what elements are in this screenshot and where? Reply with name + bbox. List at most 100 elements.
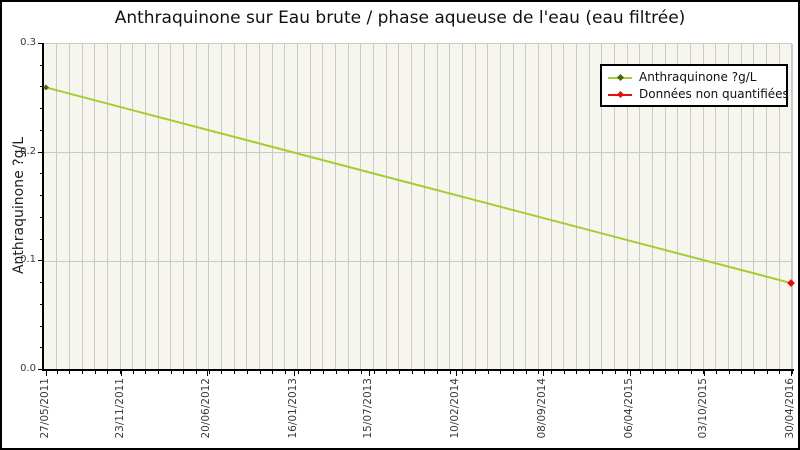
x-gridline (423, 44, 425, 369)
x-gridline (246, 44, 248, 369)
x-tick-label: 20/06/2012 (200, 378, 213, 439)
x-minor-tick (360, 370, 362, 374)
x-gridline (411, 44, 413, 369)
x-gridline (94, 44, 96, 369)
y-major-tick (38, 151, 44, 153)
y-minor-tick (40, 64, 44, 66)
chart-title: Anthraquinone sur Eau brute / phase aque… (114, 8, 686, 28)
x-minor-tick (348, 370, 350, 374)
x-major-tick (207, 370, 209, 376)
x-minor-tick (284, 370, 286, 374)
x-minor-tick (741, 370, 743, 374)
x-minor-tick (779, 370, 781, 374)
y-minor-tick (40, 195, 44, 197)
x-minor-tick (259, 370, 261, 374)
x-minor-tick (677, 370, 679, 374)
y-gridline (44, 152, 791, 154)
x-minor-tick (234, 370, 236, 374)
x-gridline (639, 44, 641, 369)
x-gridline (766, 44, 768, 369)
x-minor-tick (601, 370, 603, 374)
x-minor-tick (246, 370, 248, 374)
x-minor-tick (690, 370, 692, 374)
legend-item-non-quantifiees: Données non quantifiées (608, 86, 789, 102)
x-gridline (259, 44, 261, 369)
x-axis-spine (42, 369, 794, 371)
x-minor-tick (424, 370, 426, 374)
y-minor-tick (40, 303, 44, 305)
x-minor-tick (703, 370, 705, 374)
x-tick-label: 08/09/2014 (535, 378, 548, 439)
x-major-tick (46, 370, 47, 376)
x-minor-tick (627, 370, 629, 374)
x-gridline (601, 44, 603, 369)
x-minor-tick (208, 370, 210, 374)
x-gridline (728, 44, 730, 369)
x-gridline (740, 44, 742, 369)
x-minor-tick (411, 370, 413, 374)
unquantified-point-marker-icon (787, 279, 795, 287)
x-gridline (487, 44, 489, 369)
x-gridline (182, 44, 184, 369)
x-major-tick (629, 370, 631, 376)
x-gridline (398, 44, 400, 369)
x-minor-tick (513, 370, 515, 374)
x-gridline (791, 44, 793, 369)
x-gridline (195, 44, 197, 369)
x-gridline (525, 44, 527, 369)
x-minor-tick (639, 370, 641, 374)
x-gridline (322, 44, 324, 369)
x-gridline (360, 44, 362, 369)
x-minor-tick (272, 370, 274, 374)
y-axis-spine (42, 43, 44, 371)
x-gridline (436, 44, 438, 369)
x-minor-tick (310, 370, 312, 374)
x-major-tick (368, 370, 370, 376)
x-gridline (664, 44, 666, 369)
x-minor-tick (196, 370, 198, 374)
x-gridline (537, 44, 539, 369)
y-tick-label: 0.2 (20, 145, 36, 157)
x-tick-label: 15/07/2013 (361, 378, 374, 439)
x-major-tick (294, 370, 296, 376)
x-gridline (208, 44, 210, 369)
x-minor-tick (107, 370, 109, 374)
y-tick-label: 0.3 (20, 37, 36, 48)
legend-line-marker-icon (608, 89, 632, 100)
x-gridline (512, 44, 514, 369)
x-minor-tick (475, 370, 477, 374)
series-line (45, 86, 792, 285)
x-gridline (309, 44, 311, 369)
x-gridline (449, 44, 451, 369)
legend: Anthraquinone ?g/L Données non quantifié… (600, 64, 789, 107)
x-minor-tick (437, 370, 439, 374)
x-gridline (575, 44, 577, 369)
x-minor-tick (551, 370, 553, 374)
x-minor-tick (563, 370, 565, 374)
x-minor-tick (576, 370, 578, 374)
x-gridline (271, 44, 273, 369)
legend-line-marker-icon (608, 72, 632, 83)
y-gridline (44, 260, 791, 262)
y-minor-tick (40, 282, 44, 284)
y-minor-tick (40, 173, 44, 175)
y-minor-tick (40, 108, 44, 110)
x-minor-tick (158, 370, 160, 374)
x-gridline (157, 44, 159, 369)
x-minor-tick (728, 370, 730, 374)
series-start-marker-icon (43, 84, 49, 91)
x-gridline (81, 44, 83, 369)
x-minor-tick (145, 370, 147, 374)
x-minor-tick (297, 370, 299, 374)
x-minor-tick (665, 370, 667, 374)
x-gridline (715, 44, 717, 369)
x-minor-tick (398, 370, 400, 374)
x-gridline (385, 44, 387, 369)
x-minor-tick (487, 370, 489, 374)
x-minor-tick (538, 370, 540, 374)
y-major-tick (38, 369, 44, 370)
x-gridline (68, 44, 70, 369)
x-minor-tick (766, 370, 768, 374)
y-minor-tick (40, 216, 44, 218)
x-major-tick (542, 370, 544, 376)
